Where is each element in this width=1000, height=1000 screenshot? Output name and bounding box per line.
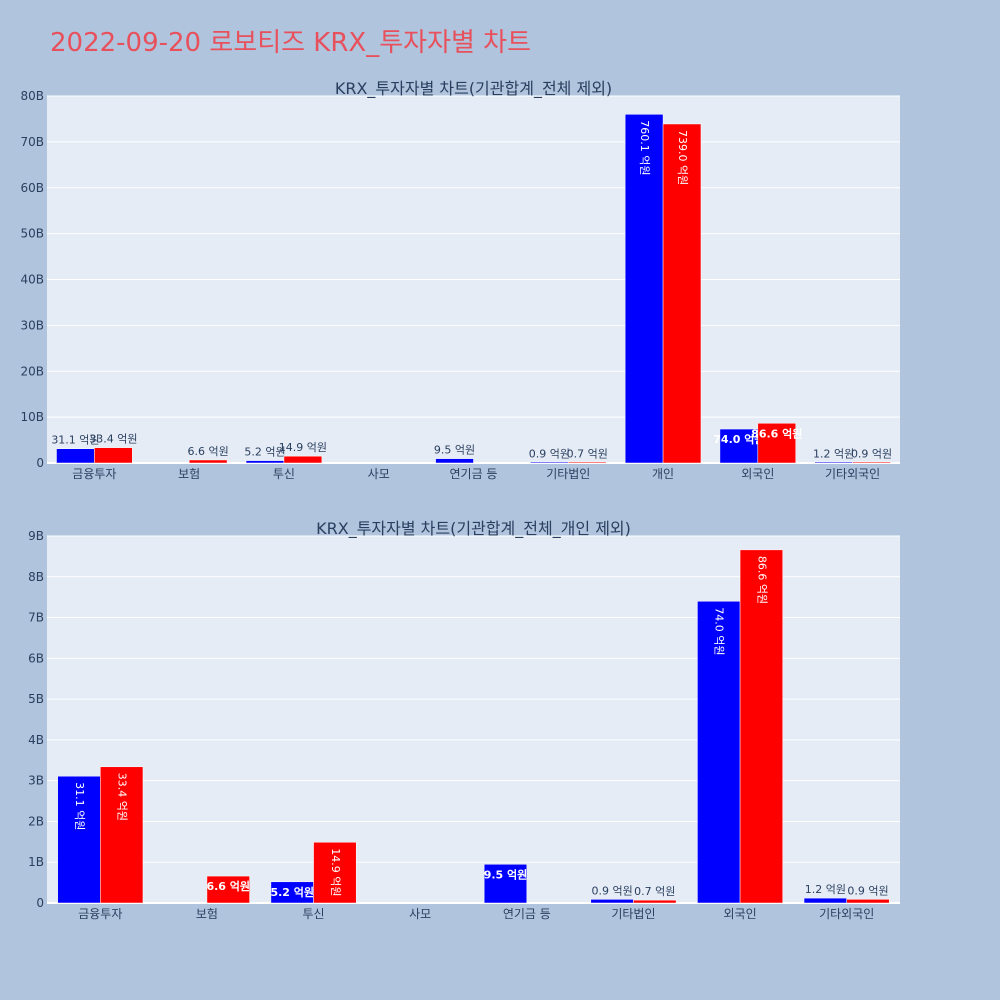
bar-data-label: 0.9 억원 (591, 884, 632, 897)
bar (757, 423, 796, 464)
x-tick-label: 개인 (652, 467, 674, 481)
x-tick-label: 외국인 (741, 467, 774, 481)
bar-data-label: 1.2 억원 (805, 883, 846, 896)
bar-data-label: 31.1 억원 (51, 434, 99, 447)
y-tick-label: 80B (20, 89, 44, 103)
y-tick-label: 60B (20, 181, 44, 195)
x-tick-label: 기타법인 (546, 467, 590, 481)
bar (633, 899, 677, 904)
x-tick-label: 금융투자 (72, 467, 116, 481)
bar (435, 458, 474, 464)
y-tick-label: 1B (28, 855, 44, 869)
bar (803, 897, 847, 904)
bar (188, 459, 228, 464)
x-tick-label: 금융투자 (78, 907, 122, 921)
bar-data-label: 760.1 억원 (638, 120, 651, 175)
bar (590, 899, 634, 904)
y-tick-label: 2B (28, 814, 44, 828)
bar (814, 461, 853, 464)
bar (313, 841, 357, 904)
y-tick-label: 3B (28, 774, 44, 788)
bar-data-label: 5.2 억원 (244, 446, 285, 459)
bar-data-label: 74.0 억원 (713, 432, 764, 446)
bar-data-label: 86.6 억원 (755, 556, 768, 604)
x-tick-label: 연기금 등 (503, 907, 551, 921)
y-tick-label: 20B (20, 364, 44, 378)
bar (483, 864, 528, 904)
bar-data-label: 14.9 억원 (329, 848, 342, 896)
bar-data-label: 6.6 억원 (188, 445, 229, 458)
y-tick-label: 6B (28, 651, 44, 665)
bar (662, 123, 702, 464)
bar (100, 766, 144, 904)
y-tick-label: 40B (20, 273, 44, 287)
y-tick-label: 8B (28, 570, 44, 584)
x-tick-label: 투신 (303, 907, 325, 921)
y-tick-label: 0 (36, 896, 44, 910)
chart-bottom: 0 1B 2B 3B 4B 5B 6B 7B 8B 9B KRX_투자자별 차트(기관합계_전체_개… (28, 519, 900, 921)
bar-data-label: 74.0 억원 (713, 607, 726, 655)
y-tick-label: 7B (28, 611, 44, 625)
bar-data-label: 0.9 억원 (847, 884, 888, 897)
bar (57, 775, 101, 904)
bar-data-label: 86.6 억원 (751, 426, 802, 440)
x-tick-label: 보험 (196, 907, 218, 921)
bar-data-label: 0.7 억원 (567, 448, 608, 461)
bar-data-label: 9.5 억원 (434, 444, 475, 457)
bar-data-label: 5.2 억원 (270, 885, 314, 899)
bar-data-label: 0.9 억원 (851, 448, 892, 461)
page-title: 2022-09-20 로보티즈 KRX_투자자별 차트 (50, 28, 532, 58)
x-tick-label: 기타외국인 (819, 907, 874, 921)
bar-data-label: 0.9 억원 (529, 448, 570, 461)
bar (206, 875, 250, 904)
bar (568, 461, 607, 464)
x-tick-label: 투신 (273, 467, 295, 481)
bar-data-label: 33.4 억원 (116, 773, 129, 821)
y-tick-label: 70B (20, 135, 44, 149)
chart-title: KRX_투자자별 차트(기관합계_전체 제외) (335, 79, 612, 99)
y-tick-label: 0 (36, 456, 44, 470)
bar (94, 447, 133, 464)
x-tick-label: 외국인 (724, 907, 757, 921)
y-tick-label: 4B (28, 733, 44, 747)
x-tick-label: 사모 (409, 907, 431, 921)
x-tick-label: 보험 (178, 467, 200, 481)
bar-data-label: 739.0 억원 (676, 130, 689, 185)
y-tick-label: 9B (28, 529, 44, 543)
bar (697, 600, 741, 904)
y-tick-label: 10B (20, 410, 44, 424)
bar-data-label: 0.7 억원 (634, 885, 675, 898)
chart-title: KRX_투자자별 차트(기관합계_전체_개인 제외) (316, 519, 631, 539)
x-tick-label: 연기금 등 (450, 467, 498, 481)
chart-top: 0 10B 20B 30B 40B 50B 60B 70B 80B KRX_투자자별 차트(기관합… (20, 79, 900, 481)
bar-data-label: 14.9 억원 (279, 441, 327, 454)
bar-data-label: 9.5 억원 (484, 867, 528, 881)
x-tick-label: 사모 (368, 467, 390, 481)
bar-data-label: 31.1 억원 (73, 782, 86, 830)
y-tick-label: 30B (20, 318, 44, 332)
bar-data-label: 1.2 억원 (813, 447, 854, 460)
bar (852, 461, 891, 464)
x-tick-label: 기타법인 (611, 907, 655, 921)
bar (56, 448, 95, 464)
x-tick-label: 기타외국인 (825, 467, 880, 481)
bar (283, 455, 323, 464)
bar-data-label: 6.6 억원 (206, 879, 250, 893)
bar (245, 460, 285, 464)
y-tick-label: 50B (20, 227, 44, 241)
bar (846, 899, 890, 904)
bar (530, 461, 569, 464)
bar-data-label: 33.4 억원 (89, 433, 137, 446)
bar (739, 549, 783, 904)
y-tick-label: 5B (28, 692, 44, 706)
